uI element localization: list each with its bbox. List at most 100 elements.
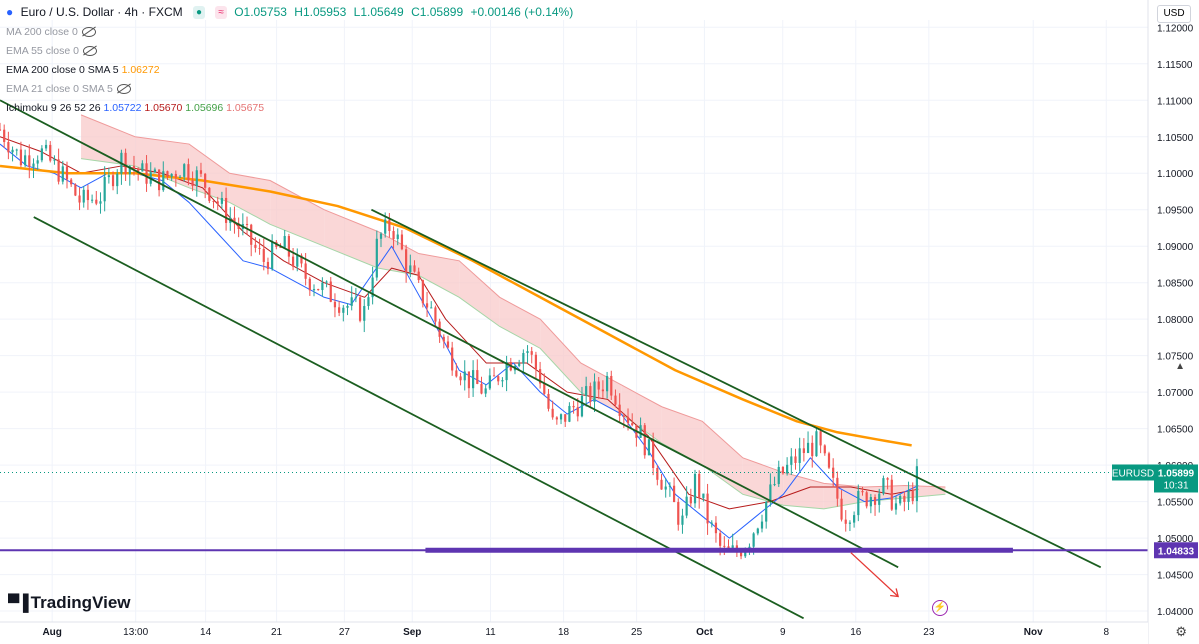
time-tick-label: 27 — [339, 627, 351, 638]
candle-body — [605, 375, 609, 392]
cloud-segment — [702, 421, 743, 495]
candle-body — [446, 341, 450, 348]
time-tick-label: 14 — [200, 627, 212, 638]
candle-body — [174, 173, 177, 178]
candle-body — [405, 249, 408, 272]
gear-icon[interactable]: ⚙ — [1175, 624, 1187, 639]
candle-body — [597, 381, 600, 390]
candle-body — [794, 456, 797, 463]
high-value: H1.05953 — [294, 5, 347, 19]
candle-body — [614, 395, 617, 405]
candle-body — [907, 490, 910, 502]
symbol-title[interactable]: Euro / U.S. Dollar · 4h · FXCM — [20, 5, 183, 19]
candle-body — [815, 431, 818, 457]
candle-body — [53, 159, 56, 161]
candle-body — [321, 282, 324, 291]
candle-body — [672, 485, 676, 503]
cloud-segment — [459, 260, 500, 327]
indicator-ema200[interactable]: EMA 200 close 0 SMA 5 1.06272 — [6, 64, 160, 76]
candle-body — [827, 453, 831, 468]
candle-body — [484, 388, 487, 394]
indicator-ichimoku[interactable]: Ichimoku 9 26 52 26 1.05722 1.05670 1.05… — [6, 102, 264, 114]
time-tick-label: Sep — [403, 627, 421, 638]
time-tick-label: 8 — [1103, 627, 1109, 638]
candle-body — [518, 363, 521, 366]
support-price-badge — [1154, 542, 1198, 559]
ema200-line — [0, 164, 912, 447]
candle-body — [463, 371, 466, 381]
candle-body — [739, 552, 743, 557]
candle-body — [153, 169, 157, 173]
candle-body — [157, 169, 161, 191]
candle-body — [124, 152, 127, 175]
currency-button[interactable]: USD — [1157, 5, 1191, 23]
hidden-eye-icon[interactable] — [82, 46, 97, 57]
price-tick-label: 1.06500 — [1157, 425, 1194, 436]
candle-body — [304, 263, 307, 279]
candle-body — [358, 297, 362, 321]
candle-body — [237, 223, 240, 229]
candle-body — [568, 405, 571, 422]
candle-body — [698, 473, 701, 498]
candle-body — [421, 280, 424, 304]
candle-body — [618, 404, 621, 416]
cloud-segment — [81, 114, 136, 166]
candle-body — [413, 265, 416, 272]
last-price-value: 1.05899 — [1158, 468, 1195, 479]
candle-body — [723, 545, 726, 547]
indicator-ma200[interactable]: MA 200 close 0 — [6, 26, 96, 38]
cloud-segment — [742, 457, 784, 506]
candle-body — [522, 353, 525, 364]
indicator-ema55[interactable]: EMA 55 close 0 — [6, 45, 97, 57]
candle-body — [731, 545, 734, 548]
candle-body — [250, 224, 253, 245]
candle-body — [451, 347, 454, 371]
cloud-segment — [189, 144, 230, 203]
candle-body — [501, 380, 504, 382]
price-tick-label: 1.08500 — [1157, 279, 1194, 290]
countdown-value: 10:31 — [1163, 480, 1188, 491]
candle-body — [40, 148, 43, 161]
price-tick-label: 1.04500 — [1157, 571, 1194, 582]
candle-body — [706, 493, 709, 524]
candle-body — [555, 417, 558, 420]
candle-body — [195, 170, 198, 186]
low-value: L1.05649 — [353, 5, 404, 19]
indicator-ema21[interactable]: EMA 21 close 0 SMA 5 — [6, 83, 131, 95]
cloud-segment — [621, 384, 662, 444]
tenkan-line — [0, 143, 919, 539]
candle-body — [103, 177, 106, 202]
candle-body — [312, 289, 316, 291]
price-tick-label: 1.10000 — [1157, 169, 1194, 180]
candle-body — [11, 149, 14, 153]
time-tick-label: 18 — [558, 627, 570, 638]
candle-body — [15, 149, 18, 151]
candle-body — [266, 261, 270, 269]
alert-icon[interactable]: ⚡ — [932, 600, 948, 616]
candle-body — [57, 159, 60, 182]
candle-body — [572, 405, 575, 408]
candle-body — [530, 351, 533, 355]
symbol-price-tag — [1112, 464, 1154, 481]
candle-body — [204, 173, 207, 188]
candle-body — [350, 297, 353, 306]
candle-body — [639, 425, 642, 438]
candle-body — [400, 234, 404, 250]
candle-body — [492, 375, 496, 377]
price-tick-label: 1.11500 — [1157, 60, 1193, 71]
last-price-badge — [1154, 464, 1198, 493]
candle-body — [178, 176, 182, 178]
candle-body — [271, 241, 274, 269]
tradingview-logo-icon: ▀▐ — [8, 595, 29, 612]
axis-arrow-icon[interactable]: ▲ — [1175, 361, 1185, 372]
hidden-eye-icon[interactable] — [81, 27, 96, 38]
hidden-eye-icon[interactable] — [116, 84, 131, 95]
tradingview-logo-text: TradingView — [30, 593, 131, 612]
candle-body — [224, 197, 228, 223]
candle-body — [137, 168, 140, 172]
close-value: C1.05899 — [411, 5, 464, 19]
candle-body — [296, 255, 299, 267]
candle-body — [65, 166, 69, 180]
candle-body — [434, 307, 437, 322]
